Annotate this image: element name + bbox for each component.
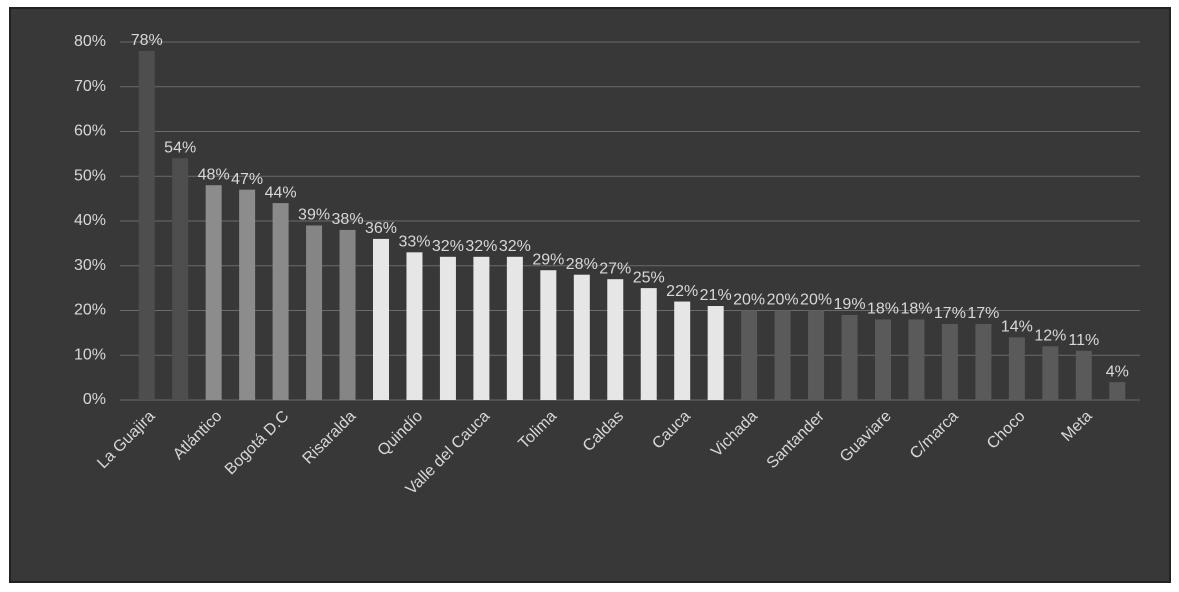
value-label: 20% [733,292,765,309]
y-tick-label: 10% [74,346,106,363]
bar [406,252,423,400]
y-tick-label: 70% [74,78,106,95]
y-tick-label: 60% [74,123,106,140]
value-label: 54% [164,140,196,157]
bar [540,270,557,400]
value-label: 32% [465,238,497,255]
bar [975,323,992,400]
bar [573,274,590,400]
value-label: 27% [599,260,631,277]
value-label: 29% [532,251,564,268]
bar [707,306,724,400]
value-label: 48% [198,166,230,183]
value-label: 19% [834,296,866,313]
bar [1008,337,1025,400]
value-label: 4% [1106,363,1129,380]
bar [239,189,256,400]
bar [875,319,891,400]
value-label: 14% [1001,319,1033,336]
bar [439,256,456,400]
chart-background [9,7,1171,583]
value-label: 28% [566,256,598,273]
value-label: 44% [265,184,297,201]
bar [272,203,289,400]
bar [841,314,858,400]
bar [138,50,155,400]
bar [674,301,691,400]
y-tick-label: 40% [74,212,106,229]
value-label: 20% [800,292,832,309]
bar [1109,382,1126,400]
bar [473,256,490,400]
bar [908,319,925,400]
bar [506,256,523,400]
bar [1075,350,1092,400]
value-label: 11% [1068,332,1099,349]
value-label: 12% [1034,328,1066,345]
value-label: 17% [967,305,999,322]
y-tick-label: 20% [74,302,106,319]
value-label: 32% [432,238,464,255]
bar [808,310,825,400]
bar [306,225,323,400]
value-label: 47% [231,171,263,188]
value-label: 32% [499,238,531,255]
value-label: 18% [867,301,899,318]
y-tick-label: 30% [74,257,106,274]
bar [373,238,389,400]
value-label: 78% [131,32,163,49]
value-label: 38% [332,211,364,228]
value-label: 20% [767,292,799,309]
value-label: 17% [934,305,966,322]
bar [941,323,958,400]
value-label: 39% [298,207,330,224]
bar [607,279,624,400]
bar [339,229,356,400]
bar [640,288,657,400]
bar [1042,346,1059,400]
bar [172,158,189,400]
y-tick-label: 80% [74,33,106,50]
bar [205,185,222,400]
value-label: 18% [900,301,932,318]
bar [774,310,791,400]
y-tick-label: 50% [74,167,106,184]
y-tick-label: 0% [83,391,106,408]
value-label: 36% [365,220,397,237]
value-label: 21% [700,287,732,304]
value-label: 33% [398,234,430,251]
value-label: 22% [666,283,698,300]
value-label: 25% [633,269,665,286]
bar [741,310,758,400]
